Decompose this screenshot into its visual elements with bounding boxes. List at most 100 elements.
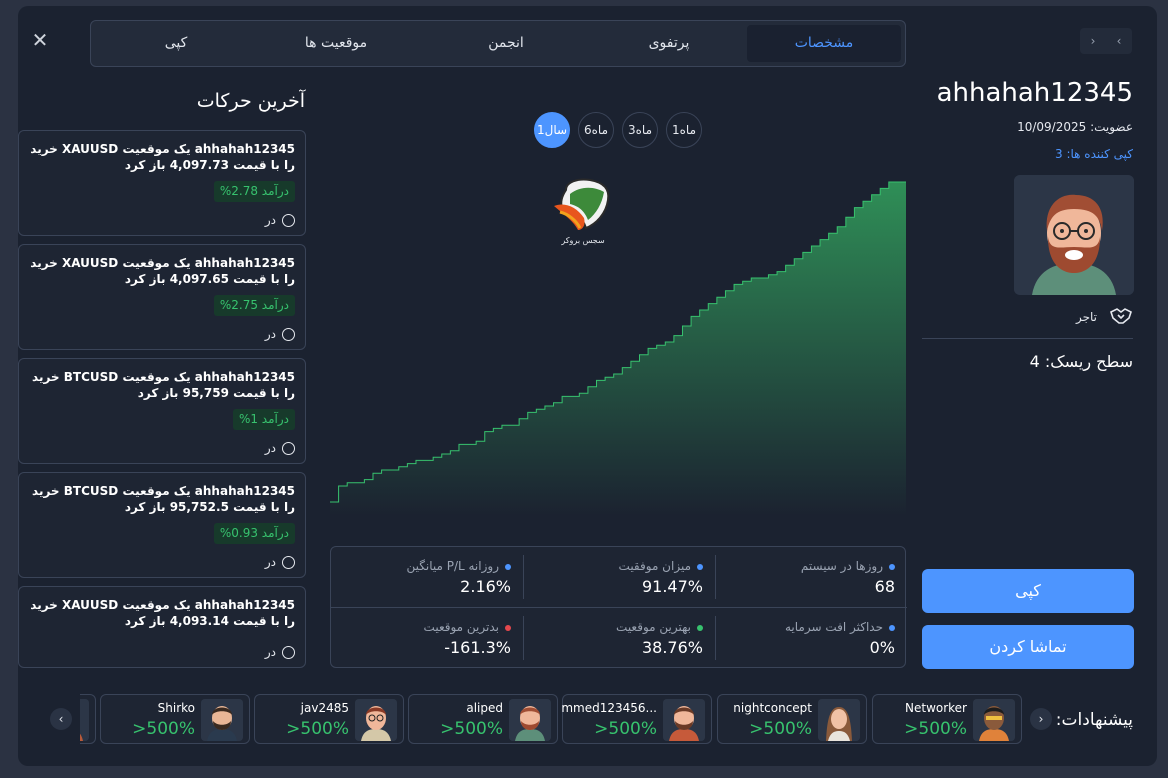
suggestion-name: Networker (905, 701, 967, 715)
risk-level: سطح ریسک: 4 (1029, 352, 1133, 371)
suggestion-card[interactable]: nightconcept >500% (717, 694, 867, 744)
stat-label: روزها در سیستم (801, 559, 895, 573)
avatar (1014, 175, 1134, 295)
clock-icon (282, 646, 295, 659)
close-icon[interactable]: ✕ (31, 28, 49, 52)
chart-area (330, 182, 906, 516)
suggestion-name: aliped (466, 701, 503, 715)
suggestion-return: >500% (286, 719, 349, 739)
watch-button[interactable]: تماشا کردن (922, 625, 1134, 669)
suggestion-return: >500% (749, 719, 812, 739)
period-1m[interactable]: 1ماه (666, 112, 702, 148)
equity-chart (330, 181, 906, 516)
stat-worst-position: بدترین موقعیت -161.3% (331, 608, 523, 669)
chevron-right-icon[interactable]: › (1030, 708, 1052, 730)
avatar (509, 699, 551, 741)
suggestion-card[interactable]: aliped >500% (408, 694, 558, 744)
activity-time: در (265, 213, 295, 227)
stat-best-position: بهترین موقعیت 38.76% (523, 608, 715, 669)
dot-icon (697, 624, 703, 631)
chevron-left-icon[interactable]: ‹ (1116, 34, 1122, 48)
dot-icon (505, 563, 511, 570)
stat-success-rate: میزان موفقیت 91.47% (523, 547, 715, 608)
copiers-count[interactable]: کپی کننده ها: 3 (1055, 147, 1133, 161)
chart-line (330, 181, 906, 503)
clock-icon (282, 214, 295, 227)
activity-item[interactable]: ahhahah12345 یک موقعیت XAUUSD خرید را با… (18, 586, 306, 668)
stat-value: 68 (874, 577, 895, 596)
period-1y[interactable]: 1سال (534, 112, 570, 148)
suggestions-label: پیشنهادات: (1055, 710, 1133, 730)
activity-time: در (265, 555, 295, 569)
stats-divider (523, 616, 524, 660)
profile-tabs: مشخصات پرتفوی انجمن موقعیت ها کپی (90, 20, 906, 67)
tab-copy[interactable]: کپی (164, 35, 188, 51)
suggestions-strip: Networker >500% nightconcept >500% mmed1… (80, 688, 1022, 748)
dot-icon (505, 624, 511, 631)
activity-time: در (265, 645, 295, 659)
activity-item[interactable]: ahhahah12345 یک موقعیت XAUUSD خرید را با… (18, 130, 306, 236)
activity-time: در (265, 441, 295, 455)
avatar (818, 699, 860, 741)
membership-date: عضویت: 10/09/2025 (1017, 120, 1133, 134)
dot-icon (697, 563, 703, 570)
activity-title: آخرین حرکات (196, 90, 305, 112)
stat-max-drawdown: حداکثر افت سرمایه 0% (715, 608, 907, 669)
stats-divider (715, 616, 716, 660)
activity-text: ahhahah12345 یک موقعیت BTCUSD خرید را با… (32, 484, 295, 514)
suggestion-name: nightconcept (733, 701, 812, 715)
broker-logo-icon (554, 178, 610, 230)
suggestion-card[interactable]: Shirko >500% (100, 694, 250, 744)
trader-profile-modal: ✕ مشخصات پرتفوی انجمن موقعیت ها کپی › ‹ … (18, 6, 1157, 766)
activity-text: ahhahah12345 یک موقعیت XAUUSD خرید را با… (30, 598, 295, 628)
stat-value: 0% (869, 638, 895, 657)
activity-text: ahhahah12345 یک موقعیت XAUUSD خرید را با… (30, 256, 295, 286)
suggestion-return: >500% (904, 719, 967, 739)
activity-text: ahhahah12345 یک موقعیت XAUUSD خرید را با… (30, 142, 295, 172)
avatar (201, 699, 243, 741)
period-3m[interactable]: 3ماه (622, 112, 658, 148)
stat-avg-daily-pl: روزانه P/L میانگین 2.16% (331, 547, 523, 608)
tab-portfolio[interactable]: پرتفوی (648, 35, 690, 51)
suggestion-return: >500% (594, 719, 657, 739)
trader-role: تاجر (1075, 310, 1097, 324)
tab-positions[interactable]: موقعیت ها (304, 35, 368, 51)
income-badge: درآمد 0.93% (213, 523, 295, 544)
broker-logo: سجس بروکر (552, 176, 614, 245)
clock-icon (282, 328, 295, 341)
avatar (80, 699, 89, 741)
suggestion-card[interactable]: jav2485 >500% (254, 694, 404, 744)
suggestion-card[interactable]: Networker >500% (872, 694, 1022, 744)
suggestion-name: mmed123456... (561, 701, 657, 715)
income-badge: درآمد 2.75% (213, 295, 295, 316)
period-6m[interactable]: 6ماه (578, 112, 614, 148)
dot-icon (889, 563, 895, 570)
stat-label: میزان موفقیت (619, 559, 703, 573)
avatar (663, 699, 705, 741)
activity-time: در (265, 327, 295, 341)
income-badge: درآمد 1% (232, 409, 295, 430)
activity-item[interactable]: ahhahah12345 یک موقعیت XAUUSD خرید را با… (18, 244, 306, 350)
stats-divider (523, 555, 524, 599)
suggestion-return: >500% (440, 719, 503, 739)
stats-panel: روزها در سیستم 68 میزان موفقیت 91.47% رو… (330, 546, 907, 669)
suggestion-name: Shirko (157, 701, 195, 715)
suggestion-card[interactable]: mmed123456... >500% (561, 694, 712, 744)
copy-button[interactable]: کپی (922, 569, 1134, 613)
avatar (973, 699, 1015, 741)
stat-label: بدترین موقعیت (424, 620, 511, 634)
activity-item[interactable]: ahhahah12345 یک موقعیت BTCUSD خرید را با… (18, 472, 306, 578)
activity-item[interactable]: ahhahah12345 یک موقعیت BTCUSD خرید را با… (18, 358, 306, 464)
dot-icon (889, 624, 895, 631)
tab-forum[interactable]: انجمن (488, 35, 524, 51)
activity-text: ahhahah12345 یک موقعیت BTCUSD خرید را با… (32, 370, 295, 400)
chevron-right-icon[interactable]: › (1090, 34, 1096, 48)
tab-profile[interactable]: مشخصات (747, 25, 901, 62)
stat-value: 91.47% (641, 577, 703, 596)
profile-nav: › ‹ (1080, 28, 1132, 54)
avatar (355, 699, 397, 741)
clock-icon (282, 556, 295, 569)
chevron-left-icon[interactable]: ‹ (50, 708, 72, 730)
suggestion-card-partial[interactable] (80, 694, 96, 744)
stat-days-in-system: روزها در سیستم 68 (715, 547, 907, 608)
